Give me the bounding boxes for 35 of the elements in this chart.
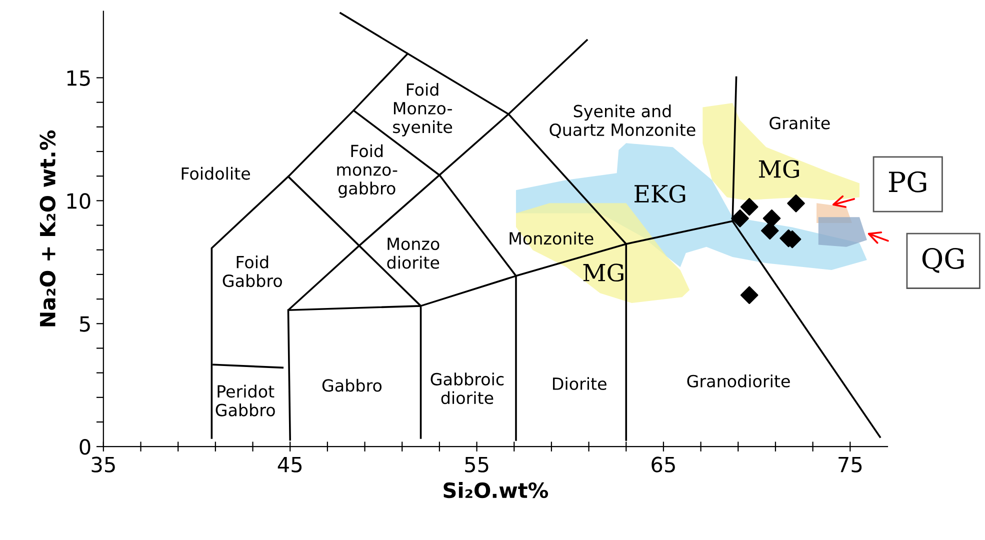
x-tick-label: 35: [92, 456, 115, 472]
point: [762, 209, 781, 228]
y-tick-label: 15: [67, 70, 90, 86]
annotation: MG: [583, 264, 624, 282]
annotation: MG: [758, 160, 799, 178]
point: [740, 286, 758, 304]
annotation: Syenite and Quartz Monzonite: [550, 104, 696, 138]
annotation: Foid Gabbro: [222, 256, 282, 288]
y-tick-label: 10: [67, 193, 90, 209]
x-tick-label: 45: [278, 456, 302, 472]
x-tick-label: 75: [838, 456, 862, 472]
annotation: Gabbro: [322, 378, 382, 392]
annotation: EKG: [634, 184, 686, 203]
x-tick-label: 55: [465, 456, 488, 472]
annotation: Granite: [770, 116, 830, 130]
point: [787, 194, 805, 212]
annotation: PG: [888, 171, 926, 192]
annotation: Gabbroic diorite: [430, 372, 504, 404]
y-tick-label: 0: [80, 439, 90, 455]
annotation: Granodiorite: [687, 374, 790, 388]
annotation: Monzo diorite: [387, 238, 440, 269]
point: [760, 222, 779, 240]
y-tick-label: 5: [80, 316, 90, 332]
annotation: Peridot Gabbro: [216, 384, 275, 416]
annotation: Foidolite: [182, 166, 250, 180]
x-tick-label: 65: [652, 456, 675, 472]
annotation: Diorite: [553, 377, 606, 390]
annotation: Foid Monzo- syenite: [393, 82, 452, 136]
annotation: QG: [922, 248, 964, 274]
annotation: Monzonite: [510, 232, 594, 245]
annotation: Foid monzo- gabbro: [337, 144, 398, 198]
point: [731, 209, 749, 228]
x-axis-title: Si₂O.wt%: [444, 482, 548, 498]
point: [740, 198, 758, 216]
y-axis-title: Na₂O + K₂O wt.%: [40, 130, 56, 326]
